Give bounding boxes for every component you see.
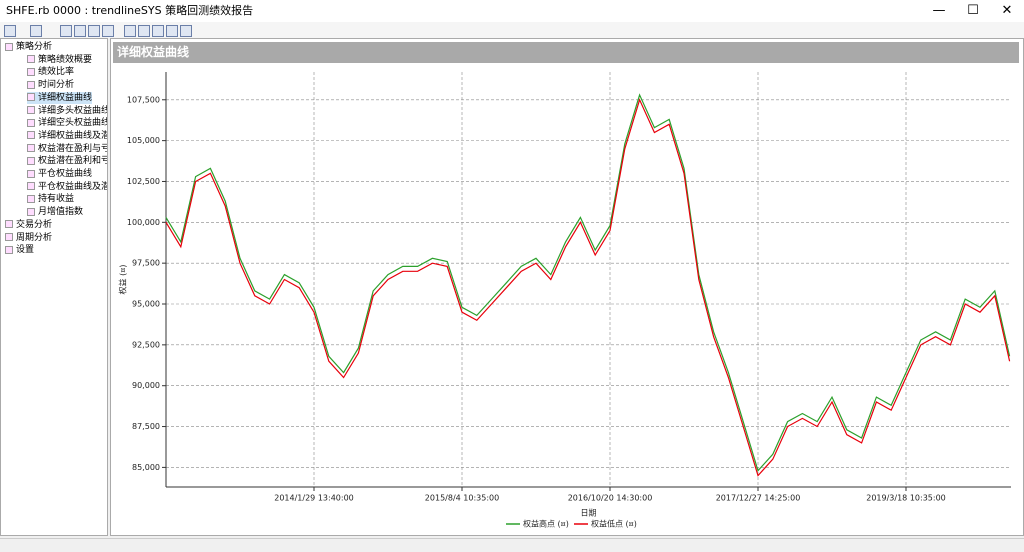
- tree-icon: [5, 245, 13, 254]
- x-tick-label: 2016/10/20 14:30:00: [568, 494, 653, 503]
- pan-tool[interactable]: [138, 25, 150, 37]
- toolbar: [0, 22, 1024, 38]
- tree-icon: [27, 93, 35, 102]
- x-tick-label: 2017/12/27 14:25:00: [716, 494, 801, 503]
- maximize[interactable]: ☐: [967, 3, 979, 18]
- tree-label: 详细空头权益曲线: [38, 118, 108, 129]
- tree-item[interactable]: 策略分析: [5, 41, 52, 53]
- tree-label: 权益潜在盈利和亏损: [38, 156, 107, 167]
- y-tick-label: 92,500: [132, 340, 160, 349]
- equity-line: [165, 98, 1011, 477]
- tree-icon: [27, 55, 35, 64]
- y-tick-label: 95,000: [132, 300, 160, 309]
- tree-label: 平仓权益曲线及潜在: [38, 181, 107, 192]
- tree-label: 策略分析: [16, 42, 53, 52]
- tree-icon: [5, 42, 13, 51]
- nav-tree: 策略分析策略绩效概要 绩效比率时间分析 详细权益曲线详细多头权益曲线 详细空头权益曲线…: [0, 38, 108, 536]
- legend-label: 权益高点 (¤): [523, 519, 569, 529]
- window-title: SHFE.rb 0000 : trendlineSYS 策略回测绩效报告: [6, 4, 254, 17]
- y-tick-label: 87,500: [132, 422, 160, 431]
- tree-label: 设置: [16, 245, 35, 256]
- tree-label: 交易分析: [16, 219, 53, 230]
- back-button[interactable]: [4, 25, 16, 37]
- x-tick-label: 2015/8/4 10:35:00: [425, 494, 499, 503]
- tree-icon: [5, 220, 13, 229]
- tree-icon: [27, 80, 35, 89]
- tree-item[interactable]: 权益潜在盈利与亏损: [27, 143, 107, 155]
- panel-header: 详细权益曲线: [113, 42, 1019, 63]
- y-axis-label: 权益 (¤): [118, 265, 128, 295]
- tree-item[interactable]: 详细多头权益曲线: [27, 105, 108, 117]
- view-button[interactable]: [102, 25, 114, 37]
- window-controls: — ☐ ✕: [922, 0, 1024, 22]
- tree-item[interactable]: 权益潜在盈利和亏损: [27, 155, 107, 167]
- tree-item[interactable]: 交易分析: [5, 219, 52, 231]
- status-bar: [0, 538, 1024, 552]
- tree-icon: [27, 144, 35, 153]
- tree-item[interactable]: 设置: [5, 244, 34, 256]
- tree-label: 平仓权益曲线: [38, 169, 93, 179]
- tree-item[interactable]: 持有收益: [27, 193, 74, 205]
- chart-panel: 详细权益曲线 85,000 87,500 90,000 92,500 95,000 97,…: [110, 38, 1024, 536]
- tree-label: 详细权益曲线: [38, 92, 93, 103]
- minimize[interactable]: —: [932, 3, 946, 18]
- tree-icon: [27, 194, 35, 203]
- tree-icon: [27, 156, 35, 165]
- x-tick-label: 2019/3/18 10:35:00: [866, 494, 946, 503]
- y-tick-label: 97,500: [132, 259, 160, 268]
- equity-line: [165, 93, 1011, 472]
- tree-icon: [27, 131, 35, 140]
- tree-item[interactable]: 绩效比率: [27, 66, 74, 78]
- tree-item[interactable]: 周期分析: [5, 232, 52, 244]
- tree-label: 周期分析: [16, 232, 53, 243]
- y-tick-label: 85,000: [132, 463, 160, 472]
- save-button[interactable]: [60, 25, 72, 37]
- tree-item[interactable]: 详细权益曲线: [27, 91, 93, 104]
- zoom-out[interactable]: [166, 25, 178, 37]
- tree-icon: [27, 182, 35, 191]
- reset-zoom[interactable]: [180, 25, 192, 37]
- tree-label: 时间分析: [38, 80, 75, 91]
- zoom-in[interactable]: [152, 25, 164, 37]
- tree-label: 权益潜在盈利与亏损: [38, 143, 107, 154]
- tree-icon: [5, 233, 13, 241]
- tree-label: 详细权益曲线及潜在: [38, 130, 107, 141]
- y-tick-label: 90,000: [132, 381, 160, 390]
- print-button[interactable]: [88, 25, 100, 37]
- tree-label: 月增值指数: [38, 207, 84, 218]
- legend-label: 权益低点 (¤): [591, 519, 637, 529]
- x-tick-label: 2014/1/29 13:40:00: [274, 494, 354, 503]
- y-tick-label: 100,000: [127, 218, 160, 227]
- tree-label: 持有收益: [38, 194, 75, 205]
- tree-icon: [27, 169, 35, 178]
- tree-icon: [27, 67, 35, 76]
- tree-item[interactable]: 平仓权益曲线及潜在: [27, 181, 107, 193]
- tree-item[interactable]: 时间分析: [27, 79, 74, 91]
- tree-icon: [27, 106, 35, 114]
- pointer-tool[interactable]: [124, 25, 136, 37]
- tree-label: 绩效比率: [38, 67, 75, 78]
- x-axis-label: 日期: [581, 509, 597, 518]
- tree-label: 策略绩效概要: [38, 54, 93, 65]
- tree-icon: [27, 118, 35, 127]
- tree-icon: [27, 207, 35, 216]
- tree-item[interactable]: 月增值指数: [27, 206, 83, 218]
- tree-item[interactable]: 详细权益曲线及潜在: [27, 130, 107, 142]
- export-button[interactable]: [74, 25, 86, 37]
- tree-item[interactable]: 详细空头权益曲线: [27, 117, 108, 129]
- y-tick-label: 107,500: [127, 95, 160, 104]
- chart: 85,000 87,500 90,000 92,500 95,000 97,500 100,…: [118, 72, 1011, 529]
- tree-item[interactable]: 策略绩效概要: [27, 54, 92, 66]
- y-tick-label: 102,500: [127, 177, 160, 186]
- close[interactable]: ✕: [1001, 3, 1013, 18]
- tree-label: 详细多头权益曲线: [38, 105, 108, 116]
- tree-item[interactable]: 平仓权益曲线: [27, 168, 92, 180]
- y-tick-label: 105,000: [127, 136, 160, 145]
- forward-button[interactable]: [30, 25, 42, 37]
- title-bar: SHFE.rb 0000 : trendlineSYS 策略回测绩效报告 — ☐ ✕: [0, 0, 1024, 22]
